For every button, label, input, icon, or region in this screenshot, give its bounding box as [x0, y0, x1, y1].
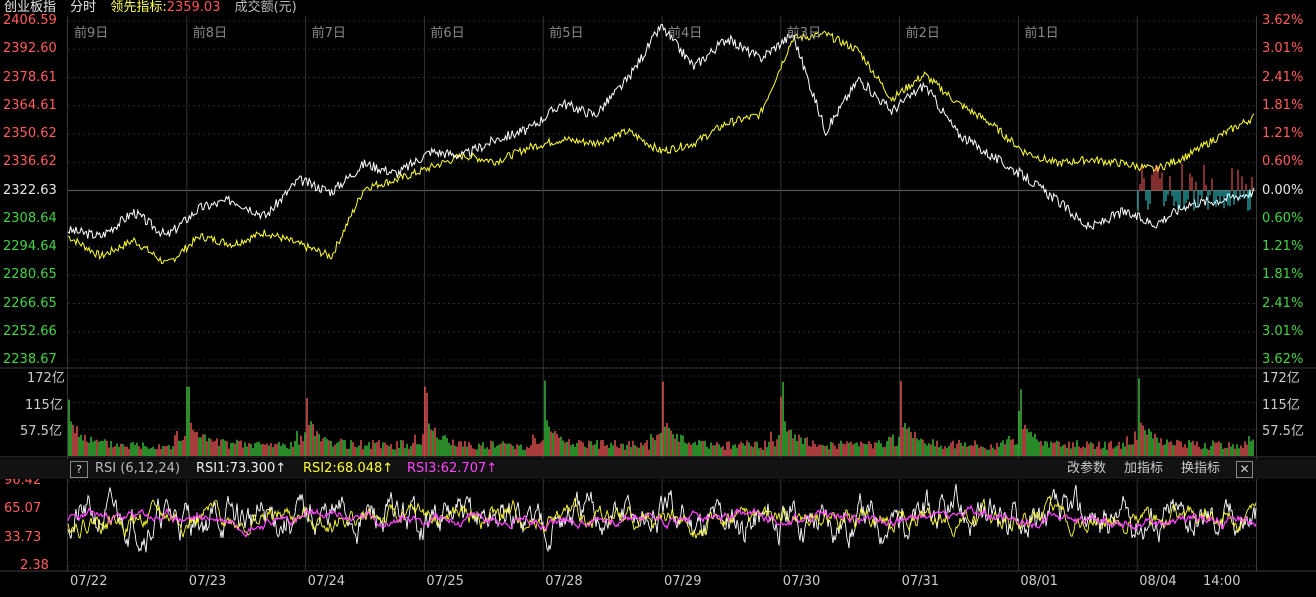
volume-tick-label: 115亿: [25, 398, 63, 413]
rsi-tick-label: 65.07: [4, 501, 42, 517]
percent-tick-label: 0.60%: [1262, 210, 1304, 226]
index-line: [67, 23, 1255, 239]
date-tick-label: 07/25: [426, 574, 464, 589]
price-tick-label: 2364.61: [3, 97, 57, 113]
percent-tick-label: 2.41%: [1262, 295, 1304, 311]
close-icon[interactable]: ✕: [1236, 461, 1253, 478]
volume-tick-label: 57.5亿: [1262, 424, 1304, 439]
price-tick-label: 2294.64: [3, 239, 57, 254]
day-marker-label: 前2日: [905, 26, 940, 41]
rsi3-line: [67, 504, 1257, 539]
period-label[interactable]: 分时: [70, 0, 97, 15]
day-marker-label: 前8日: [192, 26, 228, 41]
day-marker-label: 前3日: [786, 26, 822, 41]
index-name[interactable]: 创业板指: [4, 0, 57, 15]
percent-tick-label: 3.01%: [1262, 41, 1304, 57]
day-marker-label: 前9日: [74, 26, 109, 41]
rsi-tick-label: 33.73: [4, 529, 42, 545]
lead-indicator-label: 领先指标:: [110, 0, 167, 15]
volume-tick-label: 172亿: [1262, 371, 1300, 386]
price-tick-label: 2266.65: [3, 295, 57, 311]
rsi-header-bar: ? RSI (6,12,24) RSI1:73.300↑ RSI2:68.048…: [0, 459, 1316, 479]
price-tick-label: 2252.66: [3, 323, 57, 339]
rsi-title: RSI (6,12,24): [95, 461, 181, 476]
help-button[interactable]: ?: [70, 461, 88, 478]
price-tick-label: 2280.65: [3, 267, 57, 283]
percent-tick-label: 1.21%: [1262, 126, 1304, 141]
date-tick-label: 07/28: [545, 574, 583, 589]
percent-tick-label: 2.41%: [1262, 69, 1304, 85]
price-tick-label: 2350.62: [3, 126, 57, 141]
day-marker-label: 前4日: [668, 26, 703, 41]
price-tick-label: 2378.61: [3, 69, 57, 85]
date-tick-label: 07/22: [70, 574, 108, 589]
rsi2-value: RSI2:68.048↑: [303, 461, 394, 476]
price-tick-label: 2336.62: [3, 154, 57, 170]
title-bar: 创业板指 分时 领先指标:2359.03 成交额(元): [0, 0, 1316, 16]
day-marker-label: 前5日: [549, 26, 584, 41]
rsi1-value: RSI1:73.300↑: [196, 461, 287, 476]
day-marker-label: 前1日: [1024, 26, 1059, 41]
percent-tick-label: 3.01%: [1262, 323, 1304, 339]
date-tick-label: 07/29: [664, 574, 702, 589]
volume-tick-label: 115亿: [1262, 398, 1300, 413]
price-tick-label: 2406.59: [3, 13, 57, 28]
percent-tick-label: 0.00%: [1262, 182, 1304, 198]
date-tick-label: 08/04: [1139, 574, 1177, 589]
switch-indicator-button[interactable]: 换指标: [1181, 461, 1221, 476]
date-tick-label: 14:00: [1203, 574, 1241, 589]
volume-tick-label: 172亿: [27, 371, 65, 386]
change-params-button[interactable]: 改参数: [1067, 461, 1107, 476]
price-tick-label: 2238.67: [3, 352, 57, 367]
rsi3-value: RSI3:62.707↑: [407, 461, 498, 476]
price-tick-label: 2308.64: [3, 210, 57, 226]
day-marker-label: 前6日: [430, 26, 465, 41]
date-tick-label: 07/31: [901, 574, 940, 589]
rsi-tick-label: 2.38: [20, 558, 49, 573]
date-tick-label: 07/30: [782, 574, 821, 589]
price-tick-label: 2322.63: [3, 182, 57, 198]
price-tick-label: 2392.60: [3, 41, 57, 57]
date-tick-label: 07/24: [307, 574, 346, 589]
percent-tick-label: 3.62%: [1262, 352, 1304, 367]
percent-tick-label: 1.21%: [1262, 239, 1304, 254]
lead-indicator-line: [67, 30, 1255, 265]
percent-tick-label: 1.81%: [1262, 97, 1304, 113]
percent-tick-label: 0.60%: [1262, 154, 1304, 170]
volume-tick-label: 57.5亿: [20, 424, 62, 439]
percent-tick-label: 3.62%: [1262, 13, 1304, 28]
percent-tick-label: 1.81%: [1262, 267, 1304, 283]
date-tick-label: 08/01: [1020, 574, 1058, 589]
day-marker-label: 前7日: [311, 26, 346, 41]
date-tick-label: 07/23: [188, 574, 227, 589]
volume-unit-label: 成交额(元): [234, 0, 297, 15]
lead-indicator-value: 2359.03: [166, 0, 221, 15]
add-indicator-button[interactable]: 加指标: [1124, 461, 1164, 476]
